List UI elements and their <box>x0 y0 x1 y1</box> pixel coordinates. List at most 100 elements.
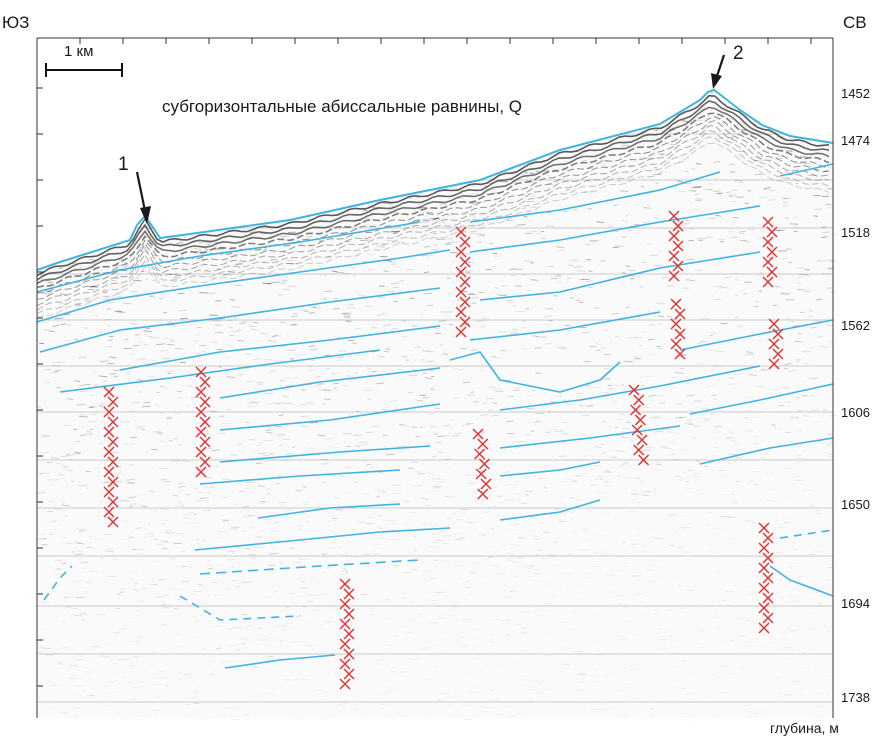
seismic-trace <box>101 481 110 483</box>
seismic-trace <box>503 293 509 296</box>
seismic-trace <box>680 353 688 356</box>
seismic-trace <box>255 479 265 481</box>
seismic-trace <box>387 210 393 212</box>
seismic-trace <box>122 538 128 541</box>
seismic-trace <box>165 607 169 609</box>
seismic-trace <box>658 347 663 350</box>
seismic-trace <box>311 577 315 579</box>
seismic-trace <box>114 310 123 313</box>
seismic-trace <box>274 626 284 628</box>
seismic-trace <box>725 590 735 593</box>
cross-stroke <box>339 678 351 690</box>
seismic-trace <box>217 537 225 539</box>
seismic-trace <box>348 492 355 494</box>
seismic-trace <box>106 693 113 695</box>
seismic-trace <box>175 677 182 680</box>
seismic-trace <box>259 682 267 685</box>
seismic-trace <box>543 487 548 489</box>
seismic-trace <box>227 628 234 630</box>
seismic-trace <box>783 646 793 649</box>
seismic-trace <box>151 448 158 451</box>
seismic-trace <box>646 176 656 178</box>
cross-stroke <box>343 648 355 660</box>
seismic-trace <box>655 628 661 630</box>
seismic-trace <box>176 633 181 636</box>
fault-column-4 <box>339 678 351 690</box>
seismic-trace <box>279 321 286 324</box>
cross-stroke <box>195 386 207 398</box>
seismic-trace <box>299 558 308 561</box>
fault-column-2 <box>199 396 211 408</box>
top-ticks <box>36 38 812 44</box>
seismic-trace <box>138 685 145 688</box>
seismic-trace <box>462 635 467 638</box>
seismic-trace <box>639 601 646 603</box>
cross-stroke <box>768 358 780 370</box>
seismic-trace <box>43 368 51 371</box>
seismic-trace <box>263 249 268 251</box>
seismic-trace <box>713 161 721 163</box>
seismic-trace <box>494 691 499 693</box>
seismic-trace <box>470 293 474 295</box>
seismic-trace <box>778 398 785 400</box>
seismic-trace <box>445 674 450 677</box>
depth-tick-label: 1452 <box>841 86 870 101</box>
seismic-trace <box>490 478 499 481</box>
cross-stroke <box>199 416 211 428</box>
seismic-trace <box>787 321 795 323</box>
cross-stroke <box>107 456 119 468</box>
seismic-trace <box>235 263 243 265</box>
fault-column-3 <box>459 256 471 268</box>
seismic-trace <box>146 532 155 535</box>
seismic-trace <box>172 494 179 497</box>
seismic-trace <box>77 655 83 658</box>
seismic-trace <box>483 558 488 560</box>
cross-stroke <box>195 446 207 458</box>
seismic-trace <box>419 426 426 428</box>
seismic-trace <box>548 398 553 400</box>
seismic-trace <box>685 487 692 490</box>
seismic-trace <box>193 513 197 515</box>
seismic-trace <box>585 258 592 260</box>
corner-label-left: ЮЗ <box>2 13 30 32</box>
seismic-trace <box>648 338 654 341</box>
reflector-11 <box>194 527 451 551</box>
seismic-trace <box>74 380 81 382</box>
seismic-trace <box>727 516 737 518</box>
seismic-trace <box>534 421 541 423</box>
seismic-trace <box>700 318 706 320</box>
seismic-trace <box>759 711 768 713</box>
seismic-trace <box>53 519 59 521</box>
seismic-trace <box>629 595 637 597</box>
seismic-trace <box>622 541 627 544</box>
seismic-trace <box>345 240 350 243</box>
seismic-trace <box>673 652 683 654</box>
seismic-trace <box>211 341 218 343</box>
seismic-trace <box>444 424 451 426</box>
seismic-trace <box>404 522 409 525</box>
seismic-trace <box>120 554 125 556</box>
cross-stroke <box>636 434 648 446</box>
seismic-trace <box>78 356 87 358</box>
seismic-trace <box>457 197 464 199</box>
seismic-trace <box>87 694 95 697</box>
seismic-trace <box>411 426 418 428</box>
seismic-trace <box>206 560 211 562</box>
seismic-trace <box>107 362 115 365</box>
seismic-trace <box>616 474 622 477</box>
seismic-trace <box>472 644 482 646</box>
seismic-trace <box>274 539 282 541</box>
seismic-trace <box>481 433 486 436</box>
cross-stroke <box>339 638 351 650</box>
seismic-trace <box>733 217 739 219</box>
seismic-trace <box>740 667 750 670</box>
seismic-trace <box>735 279 739 281</box>
seismic-trace <box>763 188 767 191</box>
seismic-trace <box>671 686 680 688</box>
seismic-trace <box>137 636 142 638</box>
seismic-trace <box>217 432 226 435</box>
seismic-trace <box>276 482 280 485</box>
seismic-trace <box>523 650 531 652</box>
seismic-trace <box>532 389 536 392</box>
seismic-trace <box>510 590 517 592</box>
